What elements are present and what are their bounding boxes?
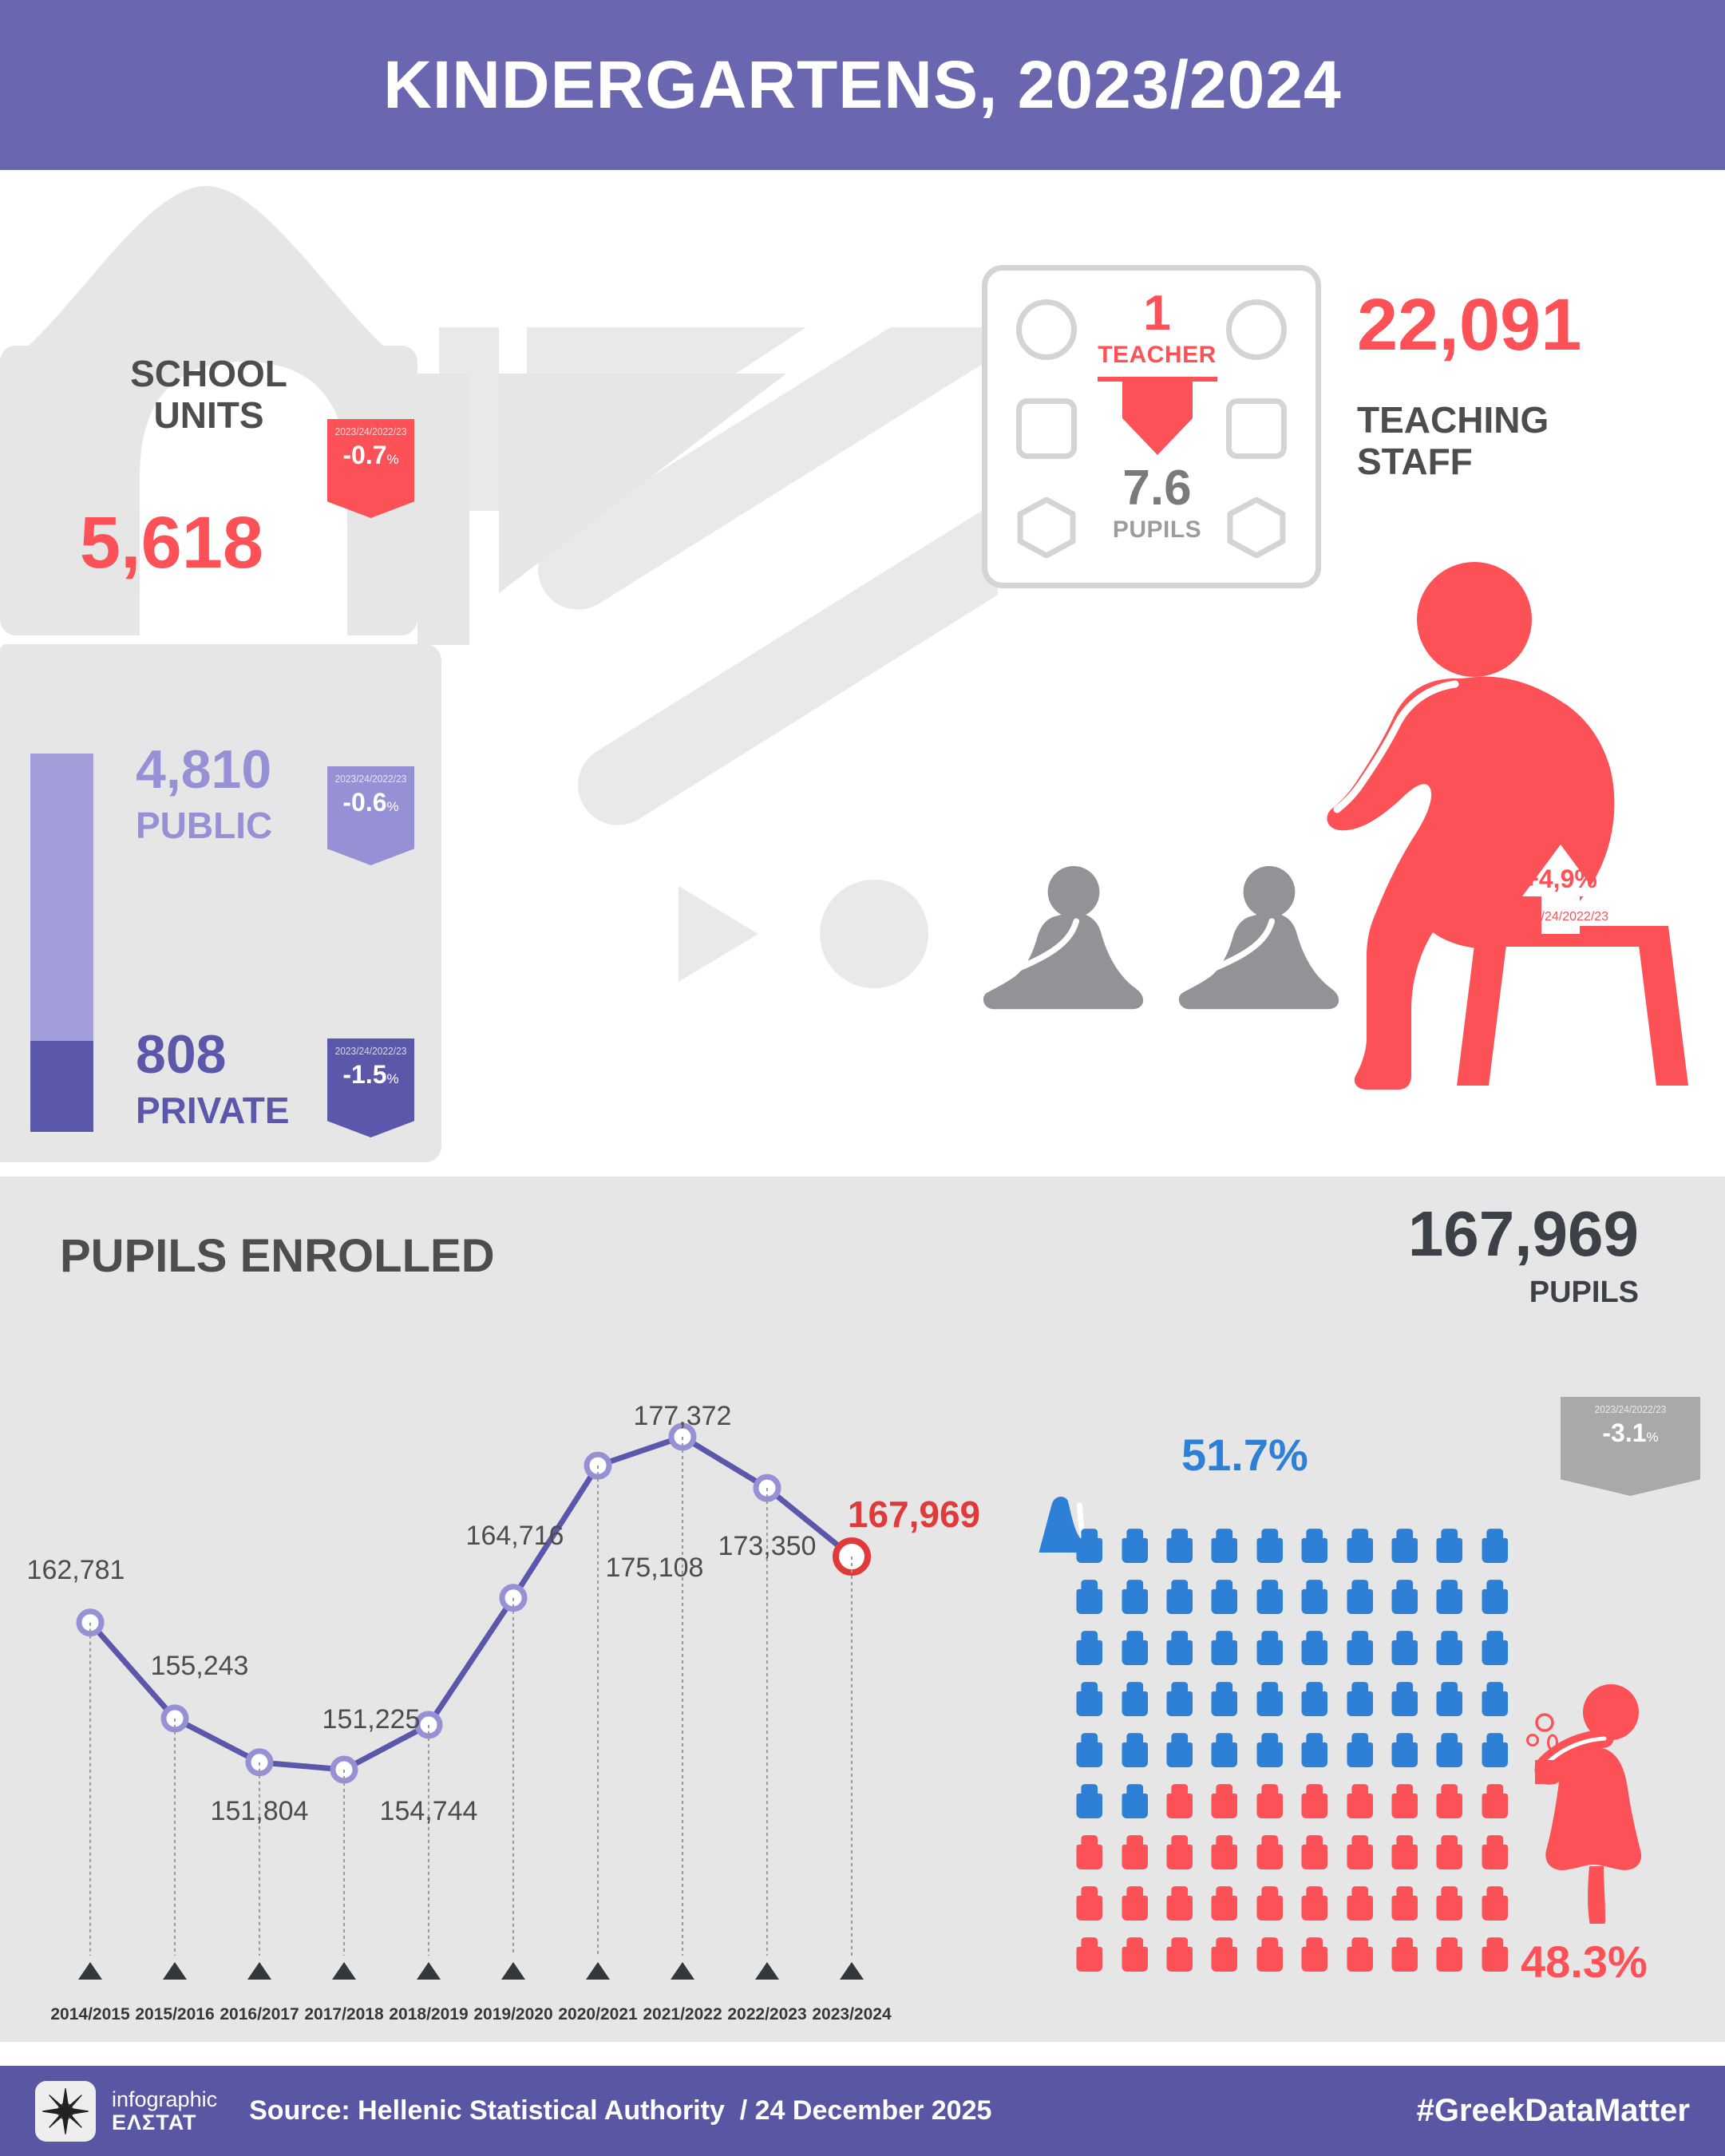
svg-text:+4,9%: +4,9%: [1524, 864, 1597, 893]
svg-text:2023/24/2022/23: 2023/24/2022/23: [1513, 910, 1608, 924]
